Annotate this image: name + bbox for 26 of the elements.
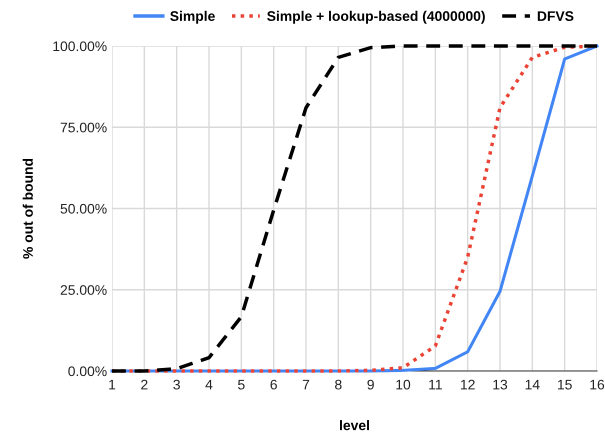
x-tick-label: 1 bbox=[109, 380, 116, 390]
x-tick-label: 6 bbox=[270, 380, 277, 390]
x-tick-label: 3 bbox=[173, 380, 180, 390]
y-axis-title: % out of bound bbox=[22, 158, 33, 259]
x-tick-label: 5 bbox=[238, 380, 245, 390]
x-tick-label: 12 bbox=[461, 380, 475, 390]
legend-label: DFVS bbox=[538, 11, 574, 22]
x-tick-label: 7 bbox=[302, 380, 310, 390]
x-tick-label: 8 bbox=[335, 380, 342, 390]
x-axis-title: level bbox=[340, 420, 369, 430]
y-tick-label: 50.00% bbox=[60, 204, 107, 214]
x-tick-label: 15 bbox=[558, 380, 572, 390]
y-tick-label: 25.00% bbox=[60, 285, 107, 295]
x-tick-label: 2 bbox=[141, 380, 148, 390]
x-tick-label: 10 bbox=[396, 380, 410, 390]
legend-label: Simple bbox=[170, 10, 215, 24]
x-tick-label: 11 bbox=[429, 380, 442, 390]
y-tick-label: 75.00% bbox=[60, 122, 107, 132]
x-tick-label: 14 bbox=[526, 380, 540, 390]
x-tick-label: 4 bbox=[205, 380, 212, 390]
x-tick-label: 13 bbox=[493, 380, 508, 390]
y-tick-label: 0.00% bbox=[68, 366, 107, 376]
x-tick-label: 9 bbox=[367, 380, 374, 390]
x-tick-label: 16 bbox=[590, 380, 604, 390]
y-tick-label: 100.00% bbox=[53, 41, 107, 52]
legend-label: Simple + lookup-based (4000000) bbox=[267, 10, 485, 24]
